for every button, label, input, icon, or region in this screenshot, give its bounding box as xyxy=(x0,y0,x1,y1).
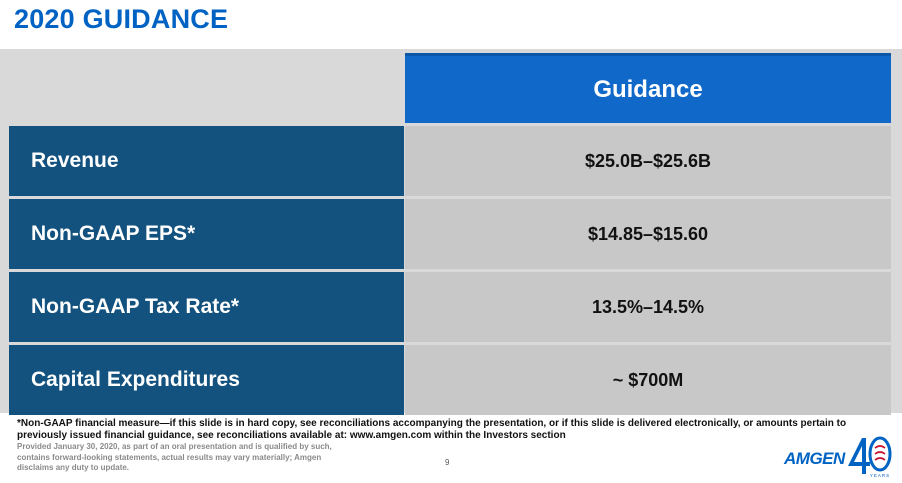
row-value: $14.85–$15.60 xyxy=(405,199,891,269)
amgen-logo: AMGEN YEARS xyxy=(784,432,894,478)
table-row-non-gaap-tax-rate: Non-GAAP Tax Rate* 13.5%–14.5% xyxy=(9,272,891,342)
row-value: ~ $700M xyxy=(405,345,891,415)
anniversary-years-label: YEARS xyxy=(870,473,890,478)
table-row-non-gaap-eps: Non-GAAP EPS* $14.85–$15.60 xyxy=(9,199,891,269)
row-value: $25.0B–$25.6B xyxy=(405,126,891,196)
row-label: Capital Expenditures xyxy=(9,345,404,415)
page-number: 9 xyxy=(445,458,450,467)
row-label: Non-GAAP EPS* xyxy=(9,199,404,269)
row-label: Revenue xyxy=(9,126,404,196)
forward-looking-disclaimer: Provided January 30, 2020, as part of an… xyxy=(17,442,332,472)
guidance-column-header: Guidance xyxy=(405,53,891,123)
row-value: 13.5%–14.5% xyxy=(405,272,891,342)
table-row-revenue: Revenue $25.0B–$25.6B xyxy=(9,126,891,196)
table-row-capital-expenditures: Capital Expenditures ~ $700M xyxy=(9,345,891,415)
anniversary-40-mark xyxy=(848,436,892,474)
amgen-wordmark: AMGEN xyxy=(784,449,845,468)
row-label: Non-GAAP Tax Rate* xyxy=(9,272,404,342)
slide-title: 2020 GUIDANCE xyxy=(14,4,229,34)
anniversary-40-icon: YEARS xyxy=(848,436,892,478)
non-gaap-footnote: *Non-GAAP financial measure—if this slid… xyxy=(17,418,847,441)
